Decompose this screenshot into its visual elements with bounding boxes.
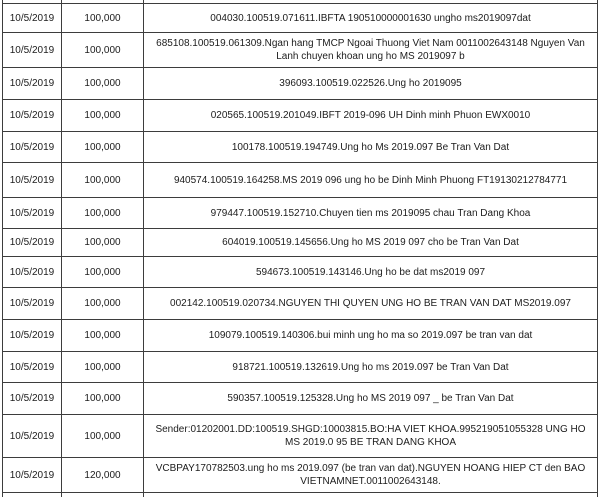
table-row: 10/5/2019 100,000 Sender:01202001.DD:100… <box>3 415 598 458</box>
amount-cell: 100,000 <box>62 383 144 414</box>
amount-cell: 100,000 <box>62 100 144 131</box>
amount-cell: 100,000 <box>62 198 144 228</box>
clipped-row-bottom <box>3 493 598 497</box>
description-cell: 594673.100519.143146.Ung ho be dat ms201… <box>144 257 598 287</box>
table-row: 10/5/2019 100,000 004030.100519.071611.I… <box>3 4 598 33</box>
amount-cell <box>62 493 144 497</box>
description-cell: 020565.100519.201049.IBFT 2019-096 UH Di… <box>144 100 598 131</box>
date-cell <box>3 0 62 3</box>
amount-cell: 120,000 <box>62 458 144 492</box>
amount-cell: 100,000 <box>62 33 144 67</box>
description-cell: Sender:01202001.DD:100519.SHGD:10003815.… <box>144 415 598 457</box>
clipped-row-top <box>3 0 598 4</box>
date-cell: 10/5/2019 <box>3 458 62 492</box>
amount-cell <box>62 0 144 3</box>
date-cell: 10/5/2019 <box>3 352 62 382</box>
description-cell: 109079.100519.140306.bui minh ung ho ma … <box>144 320 598 351</box>
table-row: 10/5/2019 100,000 020565.100519.201049.I… <box>3 100 598 132</box>
description-cell: 590357.100519.125328.Ung ho MS 2019 097 … <box>144 383 598 414</box>
amount-cell: 100,000 <box>62 132 144 162</box>
table-row: 10/5/2019 100,000 594673.100519.143146.U… <box>3 257 598 288</box>
date-cell: 10/5/2019 <box>3 320 62 351</box>
amount-cell: 100,000 <box>62 352 144 382</box>
amount-cell: 100,000 <box>62 229 144 256</box>
description-cell: 396093.100519.022526.Ung ho 2019095 <box>144 68 598 99</box>
table-row: 10/5/2019 100,000 590357.100519.125328.U… <box>3 383 598 415</box>
date-cell: 10/5/2019 <box>3 33 62 67</box>
date-cell: 10/5/2019 <box>3 229 62 256</box>
table-row: 10/5/2019 100,000 002142.100519.020734.N… <box>3 288 598 320</box>
date-cell: 10/5/2019 <box>3 257 62 287</box>
table-row: 10/5/2019 100,000 979447.100519.152710.C… <box>3 198 598 229</box>
date-cell: 10/5/2019 <box>3 383 62 414</box>
date-cell: 10/5/2019 <box>3 68 62 99</box>
date-cell <box>3 493 62 497</box>
description-cell: 100178.100519.194749.Ung ho Ms 2019.097 … <box>144 132 598 162</box>
description-cell: 685108.100519.061309.Ngan hang TMCP Ngoa… <box>144 33 598 67</box>
table-row: 10/5/2019 100,000 604019.100519.145656.U… <box>3 229 598 257</box>
amount-cell: 100,000 <box>62 163 144 197</box>
table-row: 10/5/2019 120,000 VCBPAY170782503.ung ho… <box>3 458 598 493</box>
table-row: 10/5/2019 100,000 940574.100519.164258.M… <box>3 163 598 198</box>
date-cell: 10/5/2019 <box>3 415 62 457</box>
table-row: 10/5/2019 100,000 396093.100519.022526.U… <box>3 68 598 100</box>
amount-cell: 100,000 <box>62 320 144 351</box>
table-row: 10/5/2019 100,000 918721.100519.132619.U… <box>3 352 598 383</box>
amount-cell: 100,000 <box>62 68 144 99</box>
date-cell: 10/5/2019 <box>3 198 62 228</box>
description-cell: VCBPAY170782503.ung ho ms 2019.097 (be t… <box>144 458 598 492</box>
date-cell: 10/5/2019 <box>3 100 62 131</box>
table-row: 10/5/2019 100,000 109079.100519.140306.b… <box>3 320 598 352</box>
description-cell <box>144 493 598 497</box>
description-cell: 940574.100519.164258.MS 2019 096 ung ho … <box>144 163 598 197</box>
amount-cell: 100,000 <box>62 4 144 32</box>
table-row: 10/5/2019 100,000 685108.100519.061309.N… <box>3 33 598 68</box>
description-cell: 918721.100519.132619.Ung ho ms 2019.097 … <box>144 352 598 382</box>
amount-cell: 100,000 <box>62 288 144 319</box>
date-cell: 10/5/2019 <box>3 163 62 197</box>
description-cell <box>144 0 598 3</box>
date-cell: 10/5/2019 <box>3 4 62 32</box>
description-cell: 979447.100519.152710.Chuyen tien ms 2019… <box>144 198 598 228</box>
description-cell: 604019.100519.145656.Ung ho MS 2019 097 … <box>144 229 598 256</box>
amount-cell: 100,000 <box>62 257 144 287</box>
table-row: 10/5/2019 100,000 100178.100519.194749.U… <box>3 132 598 163</box>
date-cell: 10/5/2019 <box>3 132 62 162</box>
date-cell: 10/5/2019 <box>3 288 62 319</box>
description-cell: 004030.100519.071611.IBFTA 1905100000016… <box>144 4 598 32</box>
description-cell: 002142.100519.020734.NGUYEN THI QUYEN UN… <box>144 288 598 319</box>
amount-cell: 100,000 <box>62 415 144 457</box>
